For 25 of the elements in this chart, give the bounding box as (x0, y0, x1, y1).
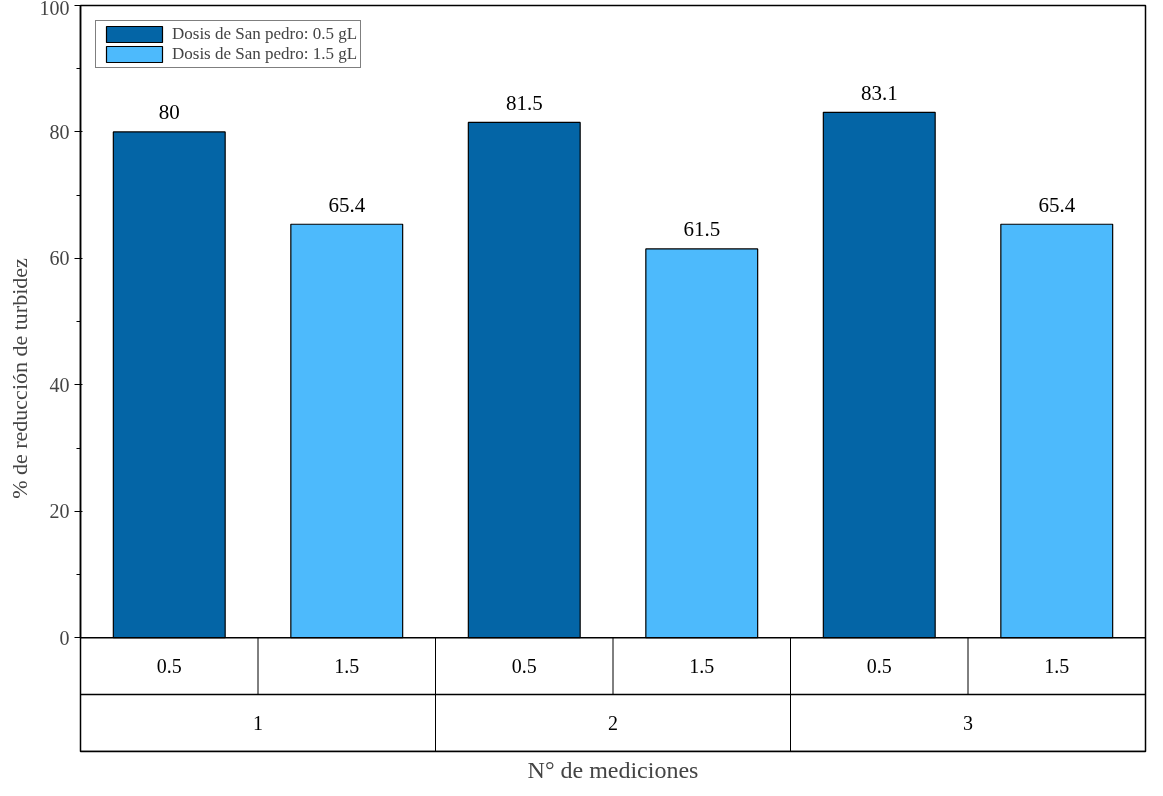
y-axis-title: % de reducción de turbidez (6, 257, 32, 499)
y-tick-label: 20 (49, 500, 70, 523)
y-tick-label: 40 (49, 373, 70, 396)
legend-label: Dosis de San pedro: 0.5 gL (172, 24, 358, 44)
text: 0.5 (156, 655, 182, 678)
y-tick-label: 80 (49, 120, 70, 143)
x-tick-label: 3 (963, 712, 973, 735)
text: 0.5 (511, 655, 537, 678)
text: 1.5 (334, 655, 360, 678)
data-label: 81.5 (505, 90, 543, 115)
y-tick-label: 100 (39, 0, 70, 19)
text: 0.5 (866, 655, 892, 678)
data-label: 61.5 (683, 217, 721, 242)
data-label: 83.1 (860, 80, 898, 105)
legend-label: Dosis de San pedro: 1.5 gL (172, 44, 358, 64)
text: 1.5 (689, 655, 715, 678)
data-label: 65.4 (328, 192, 366, 217)
data-label: 80 (158, 100, 180, 125)
data-label: 65.4 (1038, 192, 1076, 217)
text: 1.5 (1044, 655, 1070, 678)
x-tick-label: 2 (608, 712, 618, 735)
x-tick-label: 1 (253, 712, 263, 735)
x-axis-title: N° de mediciones (527, 756, 699, 783)
y-tick-label: 0 (59, 626, 70, 649)
y-tick-label: 60 (49, 247, 70, 270)
